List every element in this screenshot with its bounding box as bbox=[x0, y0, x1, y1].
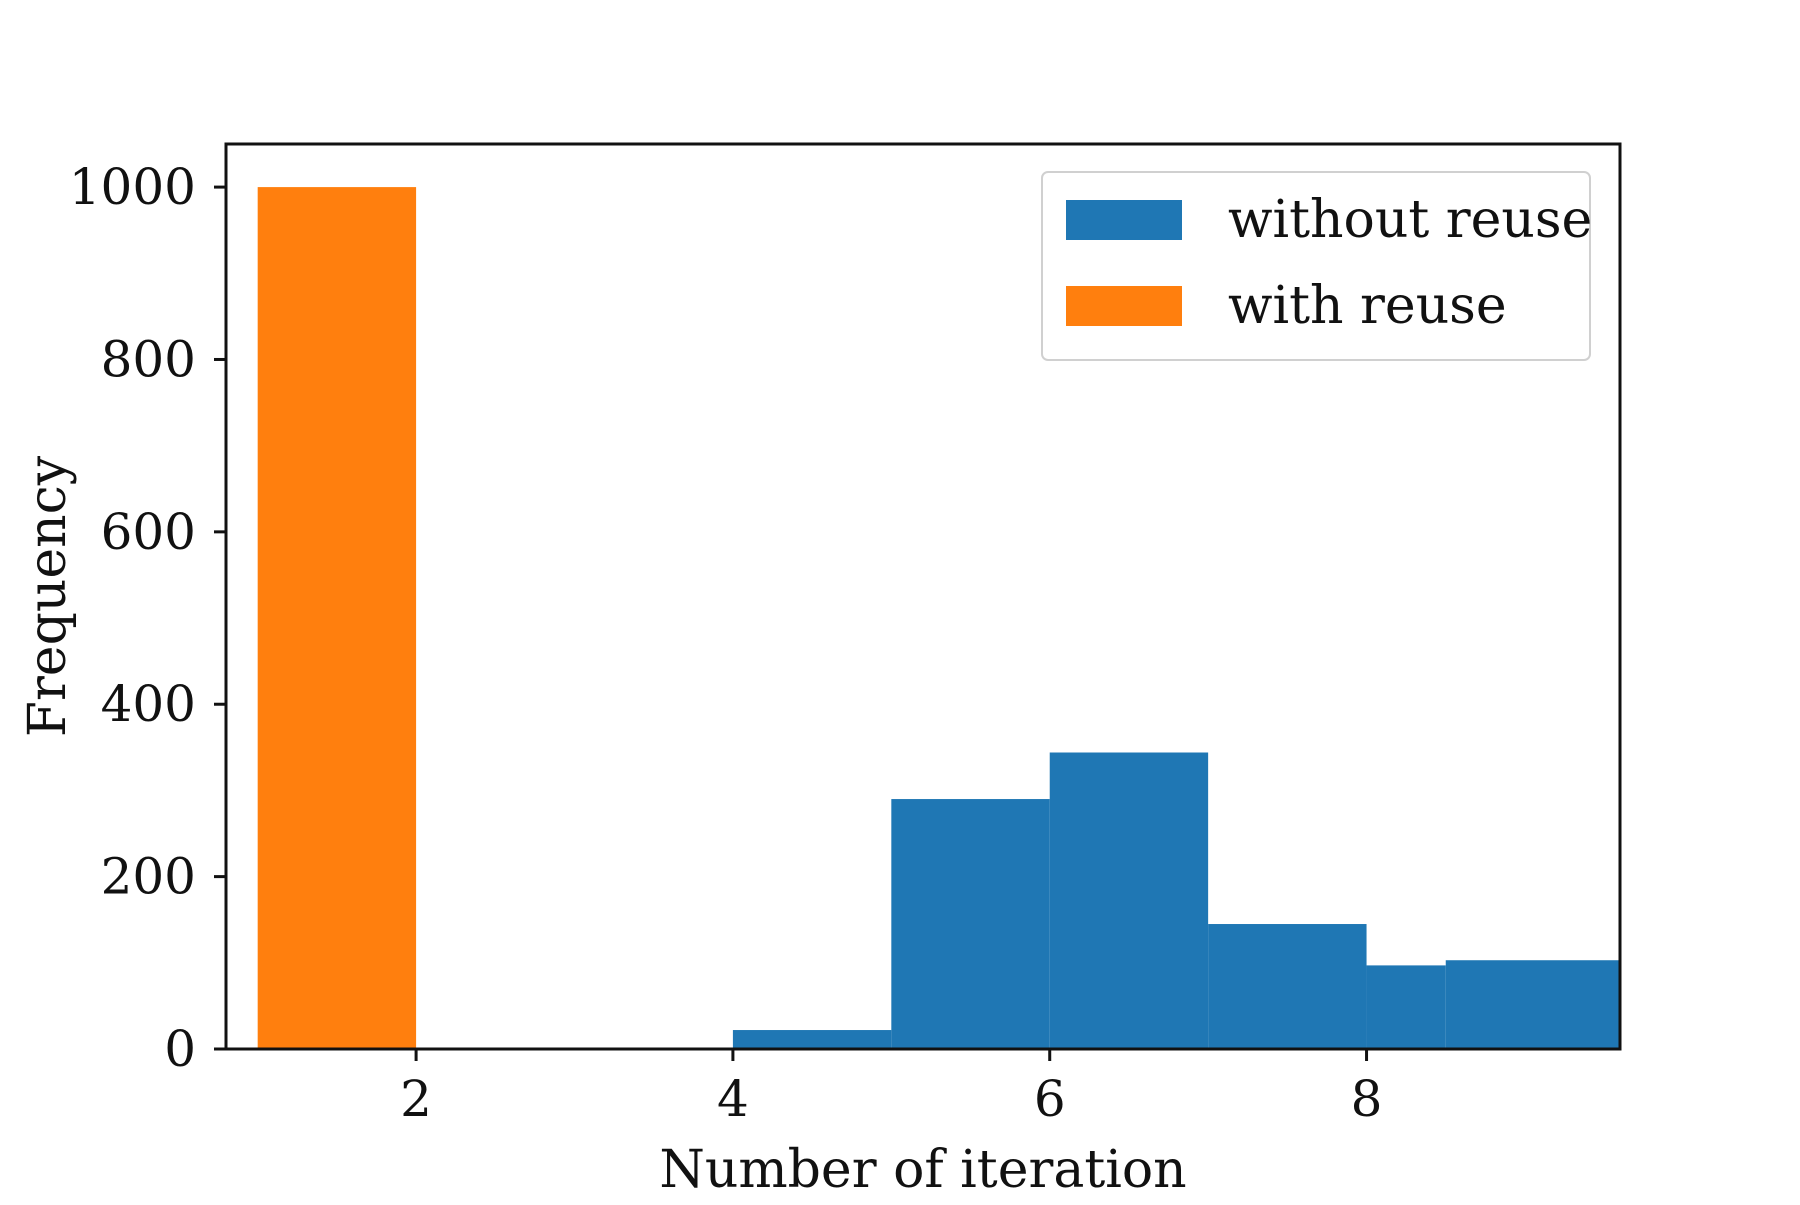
y-axis-title: Frequency bbox=[18, 455, 78, 737]
legend-swatch-without-reuse bbox=[1066, 200, 1182, 240]
legend: without reuse with reuse bbox=[1041, 171, 1592, 361]
y-tick-label-5: 1000 bbox=[69, 158, 196, 216]
legend-label-with-reuse: with reuse bbox=[1228, 276, 1507, 336]
x-tick-label-1: 4 bbox=[717, 1070, 749, 1128]
x-tick-label-2: 6 bbox=[1034, 1070, 1066, 1128]
y-tick-label-0: 0 bbox=[164, 1020, 196, 1078]
legend-label-without-reuse: without reuse bbox=[1228, 190, 1592, 250]
bar-without-reuse-1 bbox=[891, 799, 1050, 1049]
y-tick-label-2: 400 bbox=[101, 675, 196, 733]
bar-without-reuse-4 bbox=[1366, 965, 1446, 1049]
x-axis-title: Number of iteration bbox=[659, 1140, 1186, 1200]
y-tick-label-4: 800 bbox=[101, 330, 196, 388]
bar-without-reuse-2 bbox=[1049, 752, 1209, 1049]
bar-without-reuse-5 bbox=[1445, 960, 1620, 1049]
legend-swatch-with-reuse bbox=[1066, 286, 1182, 326]
bar-with-reuse-0 bbox=[257, 187, 417, 1050]
y-tick-label-3: 600 bbox=[101, 503, 196, 561]
x-tick-label-3: 8 bbox=[1351, 1070, 1383, 1128]
y-tick-label-1: 200 bbox=[101, 848, 196, 906]
x-tick-label-0: 2 bbox=[400, 1070, 432, 1128]
plot-frame bbox=[224, 142, 1622, 1051]
bar-without-reuse-3 bbox=[1208, 924, 1367, 1049]
ticks-layer: 2 4 6 8 0 200 400 600 800 1000 bbox=[69, 158, 1383, 1128]
bar-without-reuse-0 bbox=[732, 1030, 892, 1049]
